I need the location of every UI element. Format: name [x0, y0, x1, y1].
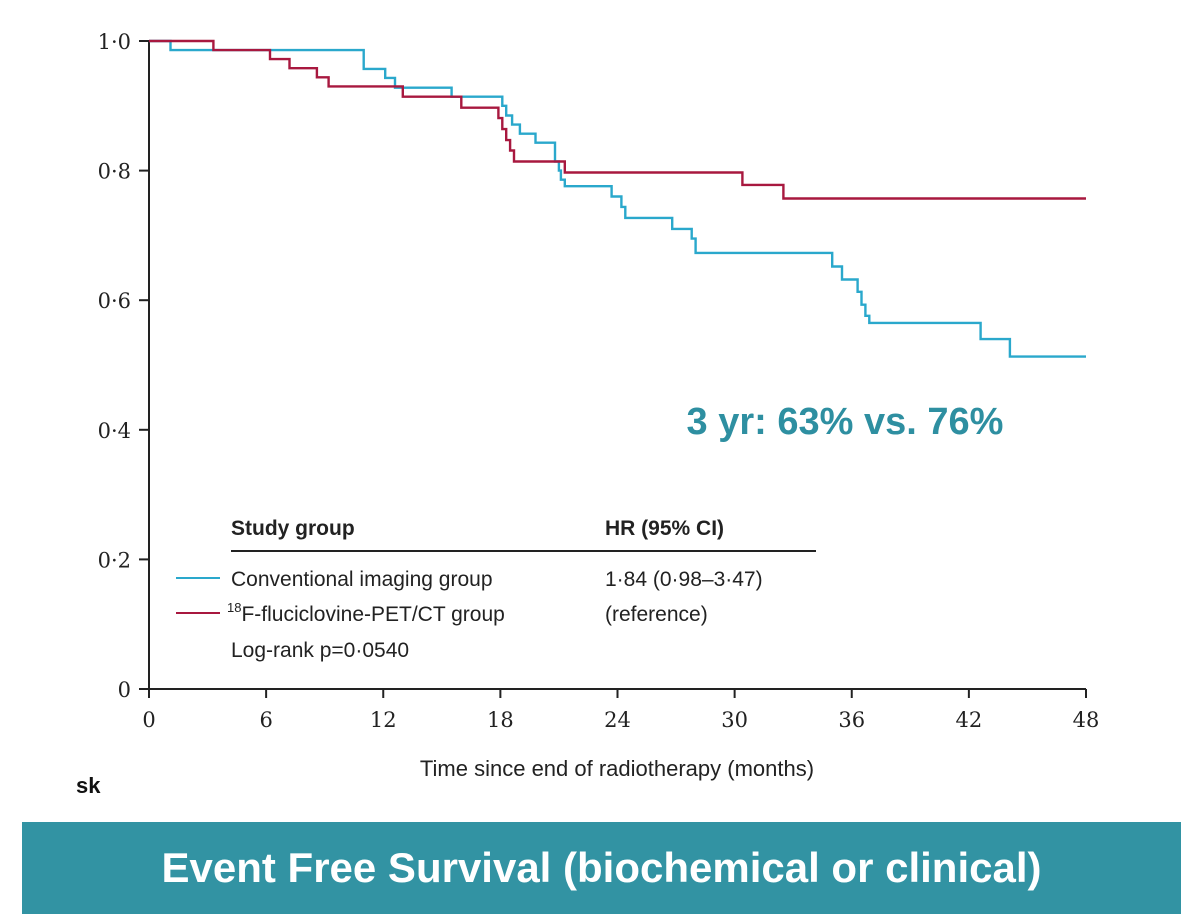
- legend-header-study-group: Study group: [231, 517, 355, 540]
- legend-hr-pet: (reference): [605, 603, 708, 626]
- y-tick-label: 0·2: [98, 548, 131, 572]
- legend-label-pet-superscript: 18: [227, 600, 241, 615]
- series-line-pet: [149, 39, 1086, 200]
- x-axis-ticks: 0 6 12 18 24 30 36 42 48: [142, 689, 1099, 732]
- x-tick-label: 6: [259, 708, 272, 732]
- x-tick-label: 24: [604, 708, 631, 732]
- y-axis-ticks: 0 0·2 0·4 0·6 0·8 1·0: [98, 30, 149, 702]
- legend-label-pet-main: F-fluciclovine-PET/CT group: [241, 603, 504, 626]
- x-tick-label: 36: [838, 708, 865, 732]
- series-line-conventional: [149, 39, 1086, 358]
- x-tick-label: 48: [1073, 708, 1100, 732]
- legend: Study group HR (95% CI) Conventional ima…: [176, 517, 816, 662]
- x-tick-label: 12: [370, 708, 397, 732]
- y-tick-label: 0·6: [98, 289, 131, 313]
- x-tick-label: 42: [956, 708, 983, 732]
- banner-title: Event Free Survival (biochemical or clin…: [161, 844, 1042, 891]
- legend-label-conventional: Conventional imaging group: [231, 568, 493, 591]
- y-tick-label: 0·8: [98, 160, 131, 184]
- y-tick-label: 0: [118, 678, 131, 702]
- y-tick-label: 1·0: [98, 30, 131, 54]
- series-lines: [149, 39, 1086, 358]
- x-tick-label: 18: [487, 708, 514, 732]
- summary-annotation: 3 yr: 63% vs. 76%: [687, 401, 1004, 443]
- legend-label-pet: 18F-fluciclovine-PET/CT group: [227, 600, 505, 626]
- x-tick-label: 0: [142, 708, 155, 732]
- banner: Event Free Survival (biochemical or clin…: [22, 822, 1181, 914]
- x-axis-title: Time since end of radiotherapy (months): [420, 756, 814, 781]
- legend-hr-conventional: 1·84 (0·98–3·47): [605, 568, 763, 591]
- y-tick-label: 0·4: [98, 419, 131, 443]
- legend-header-hr: HR (95% CI): [605, 517, 724, 540]
- legend-logrank-note: Log-rank p=0·0540: [231, 639, 409, 662]
- clipped-text-fragment: sk: [76, 773, 101, 798]
- x-tick-label: 30: [721, 708, 748, 732]
